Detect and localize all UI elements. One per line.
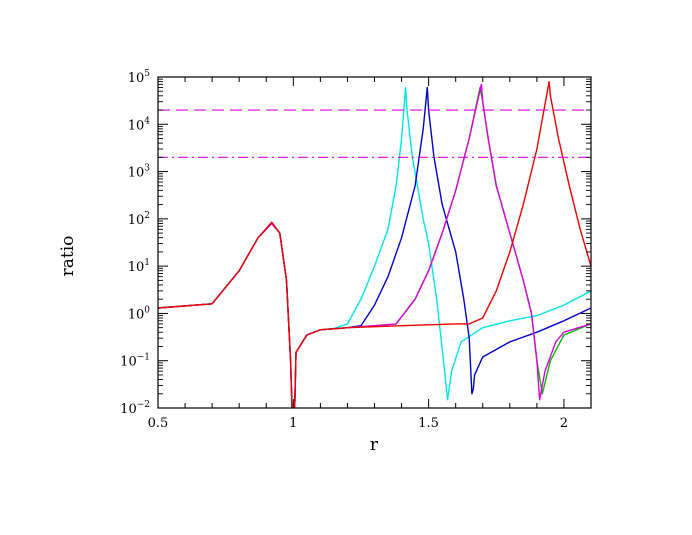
series-line-2 xyxy=(158,86,591,408)
axis-ticks: 0.5 1 1.5 2 10−2 10−1 100 101 102 103 104 105 xyxy=(120,69,592,431)
y-tick-label: 102 xyxy=(128,211,150,228)
x-tick-label: 0.5 xyxy=(148,416,169,431)
y-tick-label: 10−1 xyxy=(120,353,150,370)
x-tick-label: 1 xyxy=(289,416,297,431)
y-tick-label: 105 xyxy=(128,69,151,86)
series-line-1 xyxy=(158,86,591,408)
y-tick-label: 101 xyxy=(128,258,150,275)
series-line-4 xyxy=(158,83,591,408)
series-line-3 xyxy=(158,86,591,408)
y-tick-label: 104 xyxy=(128,116,151,133)
series-line-5 xyxy=(158,80,591,408)
y-tick-label: 10−2 xyxy=(120,400,150,417)
y-tick-label: 103 xyxy=(128,164,151,181)
x-tick-label: 2 xyxy=(560,416,568,431)
plot-frame xyxy=(157,76,592,409)
series-layer xyxy=(158,80,591,408)
y-axis-label: ratio xyxy=(58,236,78,277)
y-tick-label: 100 xyxy=(128,305,151,322)
x-tick-label: 1.5 xyxy=(418,416,439,431)
x-axis-label: r xyxy=(370,435,379,455)
reference-lines xyxy=(158,109,591,158)
